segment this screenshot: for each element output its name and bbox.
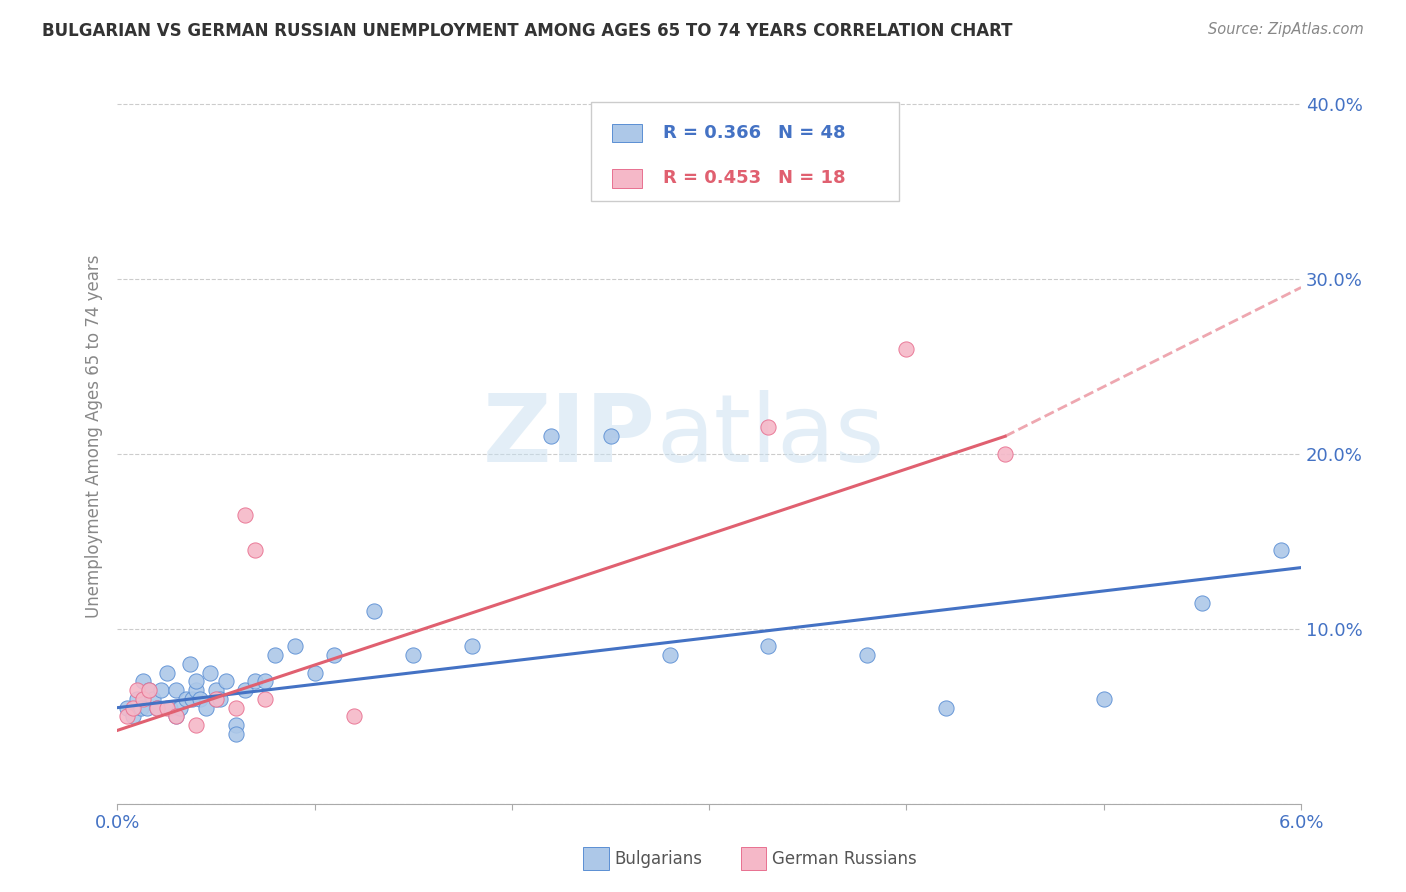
Point xyxy=(125,683,148,698)
Point xyxy=(235,683,257,698)
Point xyxy=(540,429,562,443)
Point xyxy=(165,683,187,698)
Point xyxy=(145,700,167,714)
Point xyxy=(198,665,221,680)
Point xyxy=(225,700,247,714)
Point xyxy=(115,700,138,714)
Point xyxy=(402,648,425,662)
Text: Bulgarians: Bulgarians xyxy=(614,849,703,868)
Point xyxy=(135,700,157,714)
Point xyxy=(115,709,138,723)
Point xyxy=(132,692,155,706)
Text: R = 0.366: R = 0.366 xyxy=(664,124,761,142)
Point xyxy=(363,604,385,618)
Point xyxy=(181,692,204,706)
Point xyxy=(225,727,247,741)
Point xyxy=(184,718,207,732)
Point xyxy=(935,700,957,714)
Point xyxy=(205,692,228,706)
Point xyxy=(264,648,287,662)
Point xyxy=(184,674,207,689)
Point xyxy=(205,692,228,706)
Point xyxy=(658,648,681,662)
Point xyxy=(138,683,160,698)
Y-axis label: Unemployment Among Ages 65 to 74 years: Unemployment Among Ages 65 to 74 years xyxy=(86,254,103,618)
Point xyxy=(132,674,155,689)
Point xyxy=(165,709,187,723)
Point xyxy=(184,683,207,698)
Text: R = 0.453: R = 0.453 xyxy=(664,169,761,187)
Point xyxy=(756,420,779,434)
Point xyxy=(856,648,879,662)
FancyBboxPatch shape xyxy=(591,102,898,201)
Point xyxy=(235,508,257,522)
Text: N = 48: N = 48 xyxy=(778,124,845,142)
Point xyxy=(159,700,181,714)
Point xyxy=(245,543,267,558)
Point xyxy=(125,692,148,706)
Point xyxy=(896,342,918,356)
Point xyxy=(756,640,779,654)
Point xyxy=(142,692,165,706)
Point xyxy=(994,447,1017,461)
Point xyxy=(461,640,484,654)
Point xyxy=(138,683,160,698)
Point xyxy=(122,700,145,714)
Point xyxy=(195,700,218,714)
Point xyxy=(179,657,201,671)
Point xyxy=(254,674,277,689)
Point xyxy=(254,692,277,706)
Point xyxy=(188,692,211,706)
Point xyxy=(145,700,167,714)
Point xyxy=(129,700,152,714)
Text: Source: ZipAtlas.com: Source: ZipAtlas.com xyxy=(1208,22,1364,37)
Point xyxy=(245,674,267,689)
Point xyxy=(215,674,238,689)
Point xyxy=(165,709,187,723)
Text: ZIP: ZIP xyxy=(484,391,655,483)
Text: BULGARIAN VS GERMAN RUSSIAN UNEMPLOYMENT AMONG AGES 65 TO 74 YEARS CORRELATION C: BULGARIAN VS GERMAN RUSSIAN UNEMPLOYMENT… xyxy=(42,22,1012,40)
Point xyxy=(169,700,191,714)
Point xyxy=(599,429,621,443)
Point xyxy=(225,718,247,732)
Point xyxy=(122,709,145,723)
Text: atlas: atlas xyxy=(655,391,884,483)
Point xyxy=(284,640,307,654)
Text: German Russians: German Russians xyxy=(772,849,917,868)
Point xyxy=(208,692,231,706)
Bar xyxy=(612,169,641,187)
Point xyxy=(174,692,197,706)
Point xyxy=(304,665,326,680)
Point xyxy=(323,648,346,662)
Point xyxy=(149,683,172,698)
Point xyxy=(1270,543,1292,558)
Bar xyxy=(612,124,641,142)
Point xyxy=(1191,596,1213,610)
Point xyxy=(205,683,228,698)
Point xyxy=(155,700,177,714)
Text: N = 18: N = 18 xyxy=(778,169,845,187)
Point xyxy=(1092,692,1115,706)
Point xyxy=(343,709,366,723)
Point xyxy=(155,665,177,680)
